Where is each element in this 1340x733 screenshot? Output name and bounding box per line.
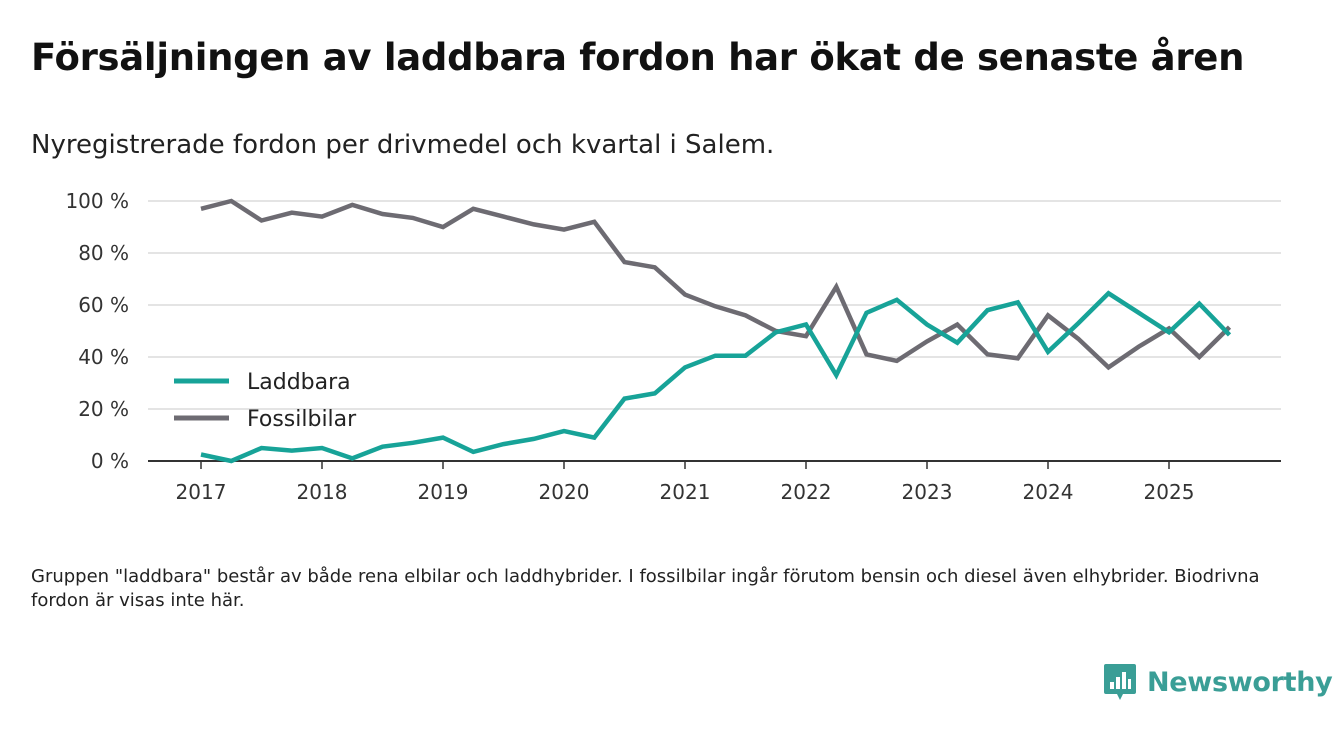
footnote: Gruppen "laddbara" består av både rena e… [31, 566, 1260, 611]
x-tick-label: 2024 [1023, 480, 1074, 504]
x-tick-label: 2022 [781, 480, 832, 504]
y-tick-label: 20 % [78, 397, 129, 421]
x-tick-label: 2017 [176, 480, 227, 504]
brand-name: Newsworthy [1147, 666, 1333, 698]
x-tick-label: 2021 [660, 480, 711, 504]
legend: Laddbara Fossilbilar [174, 370, 357, 432]
newsworthy-logo-icon [1104, 664, 1136, 700]
x-tick-label: 2023 [902, 480, 953, 504]
series-line-laddbara [200, 290, 1232, 464]
y-axis-ticks: 0 % 20 % 40 % 60 % 80 % 100 % [65, 189, 129, 473]
brand-logo: Newsworthy [1103, 662, 1333, 702]
legend-label-fossilbilar: Fossilbilar [247, 407, 357, 432]
y-tick-label: 40 % [78, 345, 129, 369]
x-tick-label: 2020 [539, 480, 590, 504]
x-axis: 2017 2018 2019 2020 2021 2022 2023 2024 2025 [148, 460, 1281, 504]
series-lines [200, 198, 1232, 464]
legend-label-laddbara: Laddbara [247, 370, 351, 395]
x-tick-label: 2019 [418, 480, 469, 504]
line-chart: 0 % 20 % 40 % 60 % 80 % 100 % 2017 2018 2019 202… [65, 189, 1281, 504]
series-line-fossilbilar [200, 198, 1232, 371]
x-tick-label: 2018 [297, 480, 348, 504]
x-tick-label: 2025 [1144, 480, 1195, 504]
y-tick-label: 100 % [65, 189, 129, 213]
y-tick-label: 80 % [78, 241, 129, 265]
y-tick-label: 60 % [78, 293, 129, 317]
chart-title: Försäljningen av laddbara fordon har öka… [31, 36, 1245, 79]
chart-subtitle: Nyregistrerade fordon per drivmedel och … [31, 130, 775, 160]
y-tick-label: 0 % [91, 449, 129, 473]
